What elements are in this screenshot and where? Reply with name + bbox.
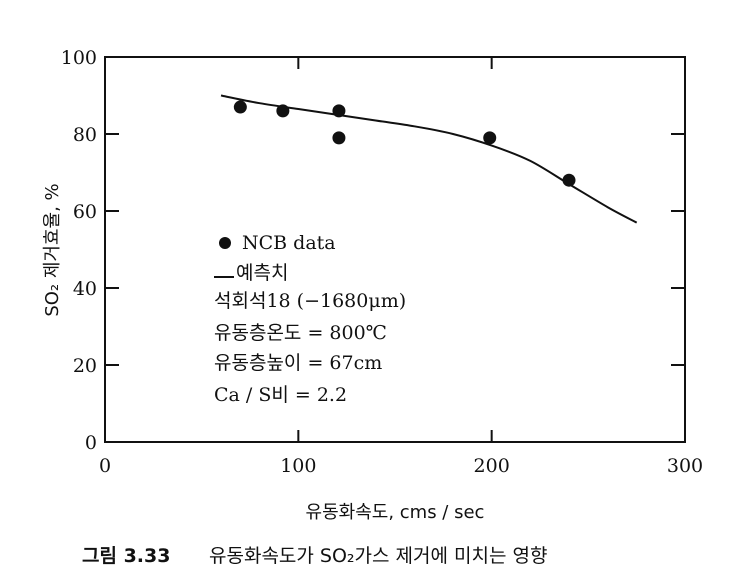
legend-condition-limestone: 석회석18 (−1680μm) <box>214 290 406 312</box>
y-tick-label: 40 <box>73 278 97 300</box>
prediction-curve <box>220 94 638 224</box>
data-point <box>276 104 290 118</box>
x-axis-title: 유동화속도, cms / sec <box>306 502 485 523</box>
x-tick-label: 200 <box>474 455 510 477</box>
x-tick-label: 100 <box>280 455 316 477</box>
y-axis-title: SO₂ 제거효율, % <box>42 183 63 316</box>
data-point <box>332 104 346 118</box>
y-tick-label: 60 <box>73 201 97 223</box>
ncb-data-series <box>233 100 576 187</box>
x-tick-label: 0 <box>99 455 111 477</box>
plot-frame <box>104 56 686 443</box>
figure-caption: 유동화속도가 SO₂가스 제거에 미치는 영향 <box>209 545 547 567</box>
legend-marker-ncb <box>219 237 231 249</box>
legend-condition-height: 유동층높이 = 67cm <box>214 352 382 374</box>
x-tick-label: 300 <box>667 455 703 477</box>
y-tick-label: 80 <box>73 124 97 146</box>
prediction-series <box>220 94 638 224</box>
legend-label-prediction: 예측치 <box>236 262 288 284</box>
axis-ticks: 0 20 40 60 80 100 0 100 200 300 <box>61 47 703 477</box>
figure-number: 그림 3.33 <box>82 545 170 567</box>
y-tick-label: 20 <box>73 355 97 377</box>
y-tick-label: 100 <box>61 47 97 69</box>
data-point <box>332 131 346 145</box>
data-point <box>483 131 497 145</box>
legend: NCB data 예측치 석회석18 (−1680μm) 유동층온도 = 800… <box>214 232 406 406</box>
y-tick-label: 0 <box>85 432 97 454</box>
data-point <box>233 100 247 114</box>
data-point <box>562 173 576 187</box>
legend-condition-ca-s-ratio: Ca / S비 = 2.2 <box>214 384 347 406</box>
legend-label-ncb: NCB data <box>242 232 336 254</box>
legend-condition-temperature: 유동층온도 = 800℃ <box>214 322 387 344</box>
